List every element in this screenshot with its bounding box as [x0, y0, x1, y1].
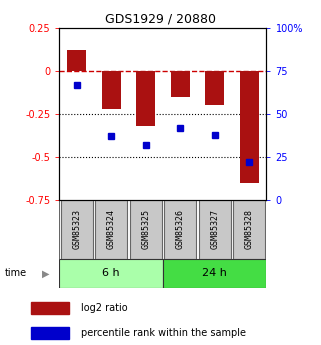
Text: log2 ratio: log2 ratio	[81, 303, 127, 313]
Text: percentile rank within the sample: percentile rank within the sample	[81, 328, 246, 338]
Bar	[59, 259, 163, 288]
Bar	[67, 50, 86, 71]
Bar	[31, 302, 69, 314]
Text: GSM85323: GSM85323	[72, 209, 81, 249]
Text: GSM85327: GSM85327	[210, 209, 219, 249]
Text: time: time	[5, 268, 27, 278]
Text: GSM85328: GSM85328	[245, 209, 254, 249]
Text: GSM85325: GSM85325	[141, 209, 150, 249]
Bar	[199, 200, 230, 259]
Bar	[61, 200, 92, 259]
Bar	[130, 200, 161, 259]
Bar	[163, 259, 266, 288]
Text: GDS1929 / 20880: GDS1929 / 20880	[105, 12, 216, 25]
Bar	[136, 71, 155, 126]
Text: GSM85326: GSM85326	[176, 209, 185, 249]
Text: GSM85324: GSM85324	[107, 209, 116, 249]
Bar	[171, 71, 190, 97]
Bar	[31, 327, 69, 338]
Bar	[102, 71, 121, 109]
Bar	[164, 200, 196, 259]
Text: ▶: ▶	[42, 268, 49, 278]
Bar	[233, 200, 265, 259]
Bar	[240, 71, 259, 183]
Bar	[95, 200, 127, 259]
Text: 6 h: 6 h	[102, 268, 120, 278]
Text: 24 h: 24 h	[202, 268, 227, 278]
Bar	[205, 71, 224, 105]
